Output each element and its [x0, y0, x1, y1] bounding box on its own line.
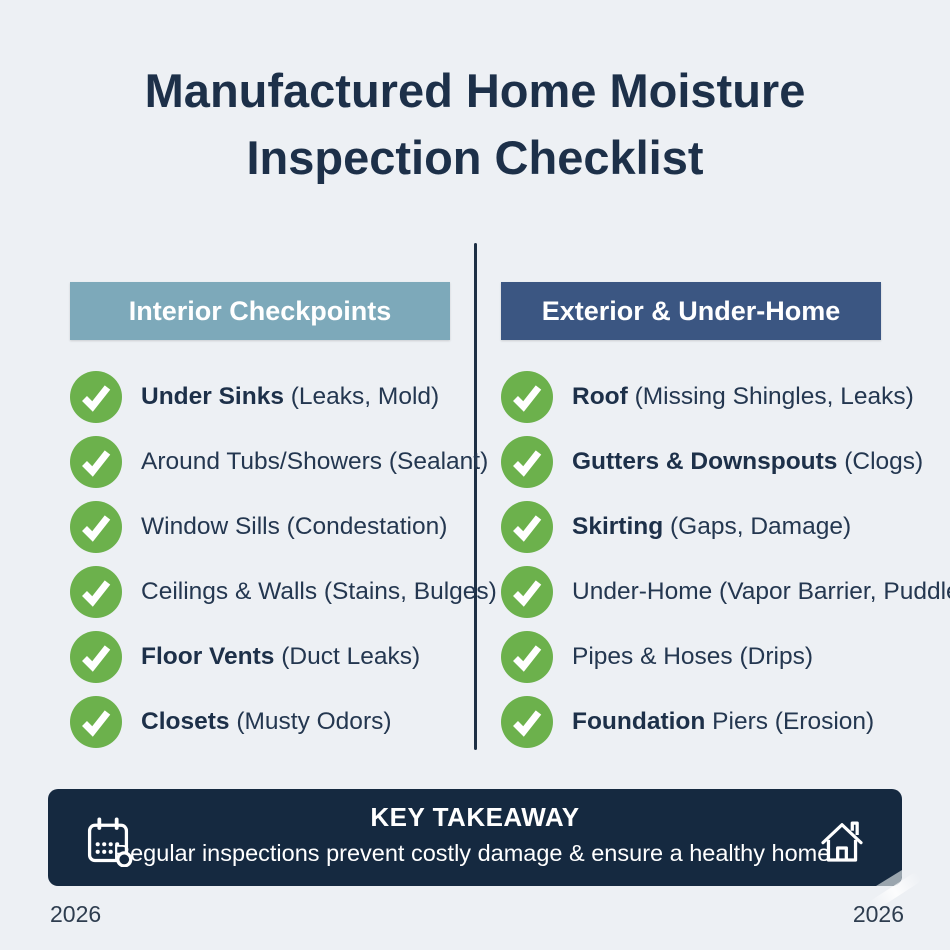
list-item-label: Window Sills (Condestation) — [141, 513, 448, 540]
list-item: Foundation Piers (Erosion) — [501, 696, 881, 748]
key-takeaway-heading: KEY TAKEAWAY — [370, 802, 580, 832]
list-item-label: Around Tubs/Showers (Sealant) — [141, 448, 489, 475]
list-item: Pipes & Hoses (Drips) — [501, 631, 881, 683]
list-item: Closets (Musty Odors) — [70, 696, 450, 748]
list-item: Gutters & Downspouts (Clogs) — [501, 436, 923, 488]
green-check-icon — [501, 371, 553, 423]
green-check-icon — [70, 436, 122, 488]
interior-checklist: Under Sinks (Leaks, Mold) Around Tubs/Sh… — [70, 371, 497, 748]
list-item-label: Roof (Missing Shingles, Leaks) — [572, 383, 914, 410]
exterior-column: Exterior & Under-Home Roof (Missing Shin… — [501, 282, 950, 748]
list-item: Ceilings & Walls (Stains, Bulges) — [70, 566, 497, 618]
list-item-label: Pipes & Hoses (Drips) — [572, 643, 813, 670]
green-check-icon — [70, 631, 122, 683]
column-divider — [474, 243, 477, 750]
calendar-icon — [87, 817, 133, 867]
green-check-icon — [70, 696, 122, 748]
green-check-icon — [70, 501, 122, 553]
list-item: Window Sills (Condestation) — [70, 501, 450, 553]
exterior-column-header: Exterior & Under-Home — [501, 282, 881, 340]
exterior-checklist: Roof (Missing Shingles, Leaks) Gutters &… — [501, 371, 950, 748]
list-item: Roof (Missing Shingles, Leaks) — [501, 371, 914, 423]
key-takeaway-banner: KEY TAKEAWAY Regular inspections prevent… — [48, 789, 902, 886]
interior-column-header: Interior Checkpoints — [70, 282, 450, 340]
list-item-label: Floor Vents (Duct Leaks) — [141, 643, 421, 670]
list-item: Under Sinks (Leaks, Mold) — [70, 371, 450, 423]
list-item-label: Skirting (Gaps, Damage) — [572, 513, 852, 540]
list-item: Skirting (Gaps, Damage) — [501, 501, 881, 553]
list-item-label: Under-Home (Vapor Barrier, Puddles) — [572, 578, 950, 605]
green-check-icon — [70, 371, 122, 423]
green-check-icon — [501, 436, 553, 488]
green-check-icon — [501, 696, 553, 748]
green-check-icon — [501, 631, 553, 683]
key-takeaway-message: Regular inspections prevent costly damag… — [113, 840, 837, 866]
list-item-label: Under Sinks (Leaks, Mold) — [141, 383, 440, 410]
page-title: Manufactured Home Moisture Inspection Ch… — [144, 64, 806, 184]
list-item: Under-Home (Vapor Barrier, Puddles) — [501, 566, 950, 618]
list-item-label: Ceilings & Walls (Stains, Bulges) — [141, 578, 497, 605]
list-item-label: Foundation Piers (Erosion) — [572, 708, 875, 735]
green-check-icon — [70, 566, 122, 618]
year-label-left: 2026 — [50, 901, 102, 927]
list-item-label: Gutters & Downspouts (Clogs) — [572, 448, 924, 475]
list-item-label: Closets (Musty Odors) — [141, 708, 392, 735]
home-icon — [821, 821, 863, 862]
year-label-right: 2026 — [852, 901, 904, 927]
green-check-icon — [501, 501, 553, 553]
list-item: Floor Vents (Duct Leaks) — [70, 631, 450, 683]
list-item: Around Tubs/Showers (Sealant) — [70, 436, 488, 488]
interior-column: Interior Checkpoints Under Sinks (Leaks,… — [70, 282, 497, 748]
green-check-icon — [501, 566, 553, 618]
